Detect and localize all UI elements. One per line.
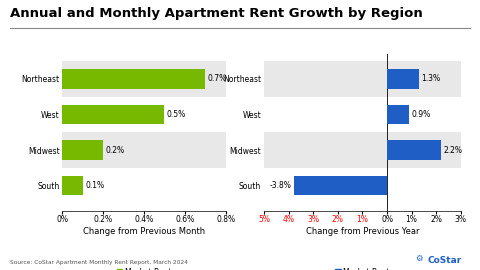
Text: Source: CoStar Apartment Monthly Rent Report, March 2024: Source: CoStar Apartment Monthly Rent Re…: [10, 259, 188, 265]
Legend: Market Rent: Market Rent: [114, 265, 174, 270]
Text: 0.9%: 0.9%: [412, 110, 431, 119]
Bar: [387, 140, 441, 160]
Text: -3.8%: -3.8%: [269, 181, 291, 190]
Text: 0.2%: 0.2%: [106, 146, 125, 155]
Bar: [62, 132, 226, 168]
Text: 2.2%: 2.2%: [444, 146, 463, 155]
Bar: [62, 97, 226, 132]
Bar: [264, 168, 461, 204]
Bar: [62, 105, 165, 124]
Bar: [264, 61, 461, 97]
Bar: [62, 176, 83, 195]
Text: 0.7%: 0.7%: [208, 75, 227, 83]
Bar: [62, 69, 205, 89]
Bar: [294, 176, 387, 195]
Bar: [387, 105, 409, 124]
Text: CoStar: CoStar: [427, 256, 461, 265]
Legend: Market Rent: Market Rent: [332, 265, 393, 270]
Bar: [62, 168, 226, 204]
Text: 0.5%: 0.5%: [167, 110, 186, 119]
Bar: [62, 140, 103, 160]
Bar: [264, 132, 461, 168]
Text: Annual and Monthly Apartment Rent Growth by Region: Annual and Monthly Apartment Rent Growth…: [10, 7, 422, 20]
Text: 1.3%: 1.3%: [421, 75, 441, 83]
Bar: [387, 69, 419, 89]
Bar: [62, 61, 226, 97]
Bar: [264, 97, 461, 132]
Text: 0.1%: 0.1%: [85, 181, 104, 190]
X-axis label: Change from Previous Year: Change from Previous Year: [306, 227, 419, 235]
Text: ⚙: ⚙: [415, 254, 423, 263]
X-axis label: Change from Previous Month: Change from Previous Month: [83, 227, 205, 235]
